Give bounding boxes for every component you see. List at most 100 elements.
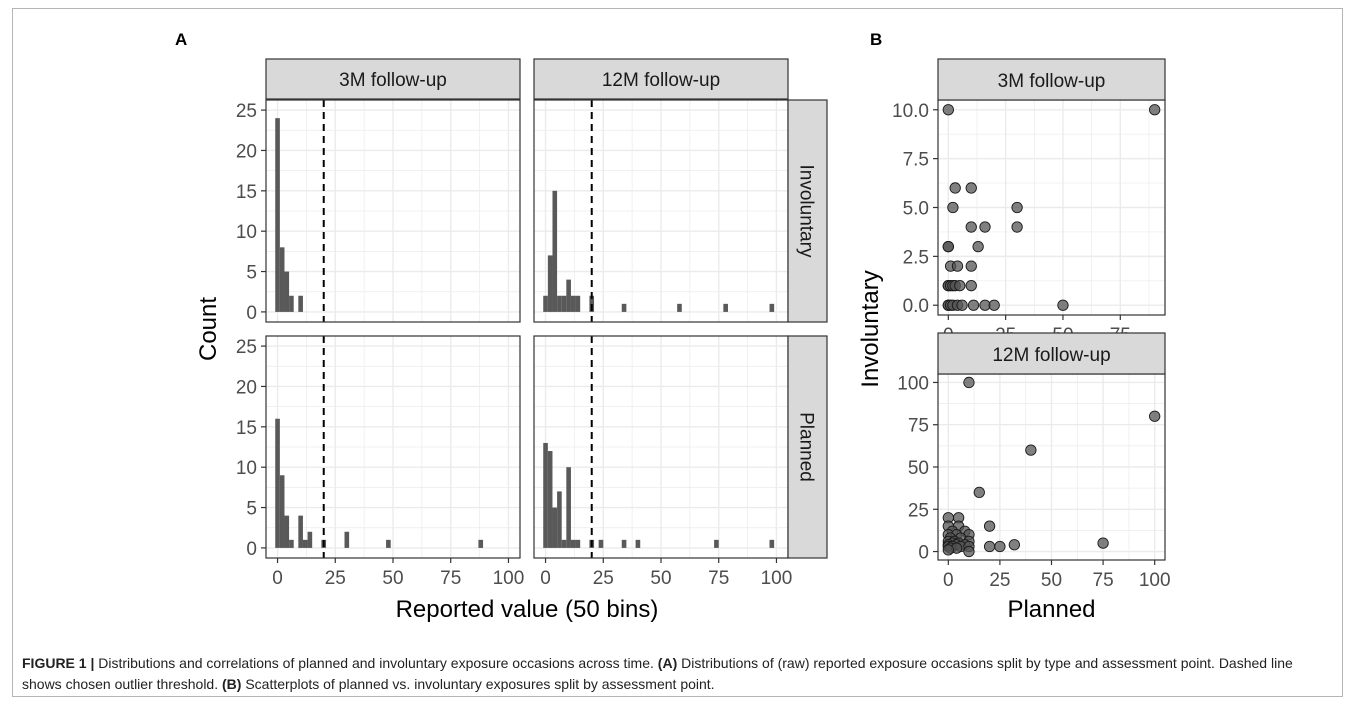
hist-x-tick-label: 25 — [593, 568, 614, 589]
strip-a-planned-label: Planned — [796, 412, 817, 482]
hist-x-tick-label: 25 — [325, 568, 346, 589]
scatter-12m-point — [1025, 444, 1037, 456]
hist-3m-planned-bar — [279, 475, 285, 548]
caption-text-2: Distributions of (raw) reported exposure… — [22, 655, 1293, 692]
scatter-12m-point — [963, 545, 975, 558]
hist-12m-involuntary-bar — [547, 255, 553, 312]
scatter-3m-y-tick-label: 7.5 — [903, 150, 929, 171]
hist-12m-involuntary-bar — [769, 303, 775, 312]
scatter-12m-y-tick-label: 100 — [897, 373, 929, 394]
hist-y-tick-label: 15 — [236, 418, 257, 439]
scatter-12m-x-tick-label: 100 — [1139, 570, 1171, 591]
hist-3m-involuntary-bar — [284, 271, 290, 312]
caption-label: FIGURE 1 | — [22, 655, 95, 671]
hist-x-tick-label: 100 — [761, 568, 793, 589]
hist-12m-planned-bar — [598, 539, 604, 548]
scatter-12m-x-tick-label: 75 — [1093, 570, 1114, 591]
hist-12m-involuntary-bar — [561, 295, 567, 312]
scatter-3m-point — [1149, 104, 1161, 116]
scatter-3m-point — [949, 182, 961, 194]
scatter-12m-point — [963, 376, 975, 389]
hist-y-tick-label: 20 — [236, 377, 257, 398]
hist-12m-involuntary-bar — [566, 279, 571, 312]
hist-12m-planned-bar — [714, 539, 719, 548]
hist-3m-involuntary-bar — [279, 247, 285, 312]
scatter-3m-point — [954, 280, 966, 292]
hist-3m-planned-bar — [275, 418, 280, 548]
strip-a-3m — [265, 58, 521, 100]
scatter-3m-strip-label: 3M follow-up — [998, 71, 1106, 92]
hist-3m-involuntary-border — [265, 99, 521, 323]
scatter-12m-y-tick-label: 50 — [908, 458, 929, 479]
hist-x-tick-label: 50 — [382, 568, 403, 589]
scatter-12m-strip — [937, 332, 1166, 375]
scatter-y-axis-title: Involuntary — [857, 270, 884, 387]
scatter-3m-point — [965, 221, 977, 233]
hist-12m-planned-bar — [543, 442, 548, 548]
caption-text-3: Scatterplots of planned vs. involuntary … — [241, 676, 715, 692]
hist-3m-involuntary-bar — [298, 295, 303, 312]
scatter-12m-y-tick-label: 75 — [908, 416, 929, 437]
hist-3m-planned-bar — [284, 515, 290, 548]
scatter-12m-x-tick-label: 25 — [989, 570, 1010, 591]
hist-y-tick-label: 25 — [236, 337, 257, 358]
scatter-12m-point — [1008, 539, 1021, 551]
hist-12m-involuntary-bar — [575, 295, 581, 312]
hist-12m-involuntary-bar — [552, 190, 558, 312]
hist-y-axis-title: Count — [195, 297, 222, 361]
figure-caption: FIGURE 1 | Distributions and correlation… — [22, 653, 1334, 695]
scatter-3m-point — [951, 260, 964, 272]
strip-a-12m-label: 12M follow-up — [602, 70, 720, 91]
hist-12m-involuntary-bar — [557, 295, 562, 312]
panel-label-b: B — [870, 30, 882, 49]
scatter-3m-point — [965, 280, 977, 292]
scatter-3m-point — [988, 299, 1000, 311]
scatter-3m-point — [947, 201, 959, 214]
hist-x-tick-label: 75 — [440, 568, 461, 589]
hist-12m-planned-bar — [575, 539, 581, 548]
hist-y-tick-label: 0 — [246, 303, 257, 324]
scatter-3m-point — [979, 221, 991, 233]
scatter-3m-point — [972, 240, 984, 253]
caption-bold-b: (B) — [222, 676, 242, 692]
hist-12m-planned-bar — [566, 467, 571, 548]
scatter-3m-point — [965, 182, 977, 194]
hist-x-tick-label: 0 — [540, 568, 551, 589]
strip-a-involuntary-label: Involuntary — [796, 165, 817, 258]
hist-y-tick-label: 5 — [246, 499, 257, 520]
scatter-12m-point — [973, 486, 985, 499]
hist-12m-planned-bar — [561, 539, 567, 548]
scatter-12m-point — [994, 540, 1006, 553]
hist-y-tick-label: 20 — [236, 141, 257, 162]
scatter-3m-point — [1011, 221, 1023, 233]
scatter-3m-point — [956, 299, 968, 311]
strip-a-planned — [787, 335, 828, 559]
hist-3m-planned-bar — [289, 539, 294, 548]
hist-3m-planned-bar — [344, 531, 350, 548]
scatter-12m-x-tick-label: 0 — [943, 570, 954, 591]
hist-3m-planned-bar — [386, 539, 391, 548]
hist-x-tick-label: 0 — [272, 568, 283, 589]
hist-x-tick-label: 50 — [650, 568, 671, 589]
hist-12m-involuntary-bar — [570, 295, 576, 312]
hist-12m-involuntary-bar — [677, 303, 682, 312]
strip-a-12m — [533, 58, 789, 100]
scatter-3m-point — [942, 104, 954, 116]
hist-y-tick-label: 5 — [246, 263, 257, 284]
scatter-12m-point — [983, 520, 996, 532]
scatter-12m-y-tick-label: 25 — [908, 500, 929, 521]
hist-x-tick-label: 75 — [708, 568, 729, 589]
hist-12m-planned-bar — [635, 539, 641, 548]
hist-12m-involuntary-bar — [543, 295, 548, 312]
caption-bold-a: (A) — [657, 655, 678, 671]
hist-12m-planned-bar — [557, 491, 562, 548]
hist-y-tick-label: 10 — [236, 458, 257, 479]
scatter-3m-y-tick-label: 0.0 — [903, 296, 929, 317]
scatter-3m-point — [1057, 299, 1069, 311]
hist-12m-involuntary-bar — [723, 303, 728, 312]
scatter-12m-point — [1149, 410, 1161, 422]
caption-text-1: Distributions and correlations of planne… — [94, 655, 658, 671]
hist-y-tick-label: 25 — [236, 101, 257, 122]
hist-y-tick-label: 10 — [236, 222, 257, 243]
